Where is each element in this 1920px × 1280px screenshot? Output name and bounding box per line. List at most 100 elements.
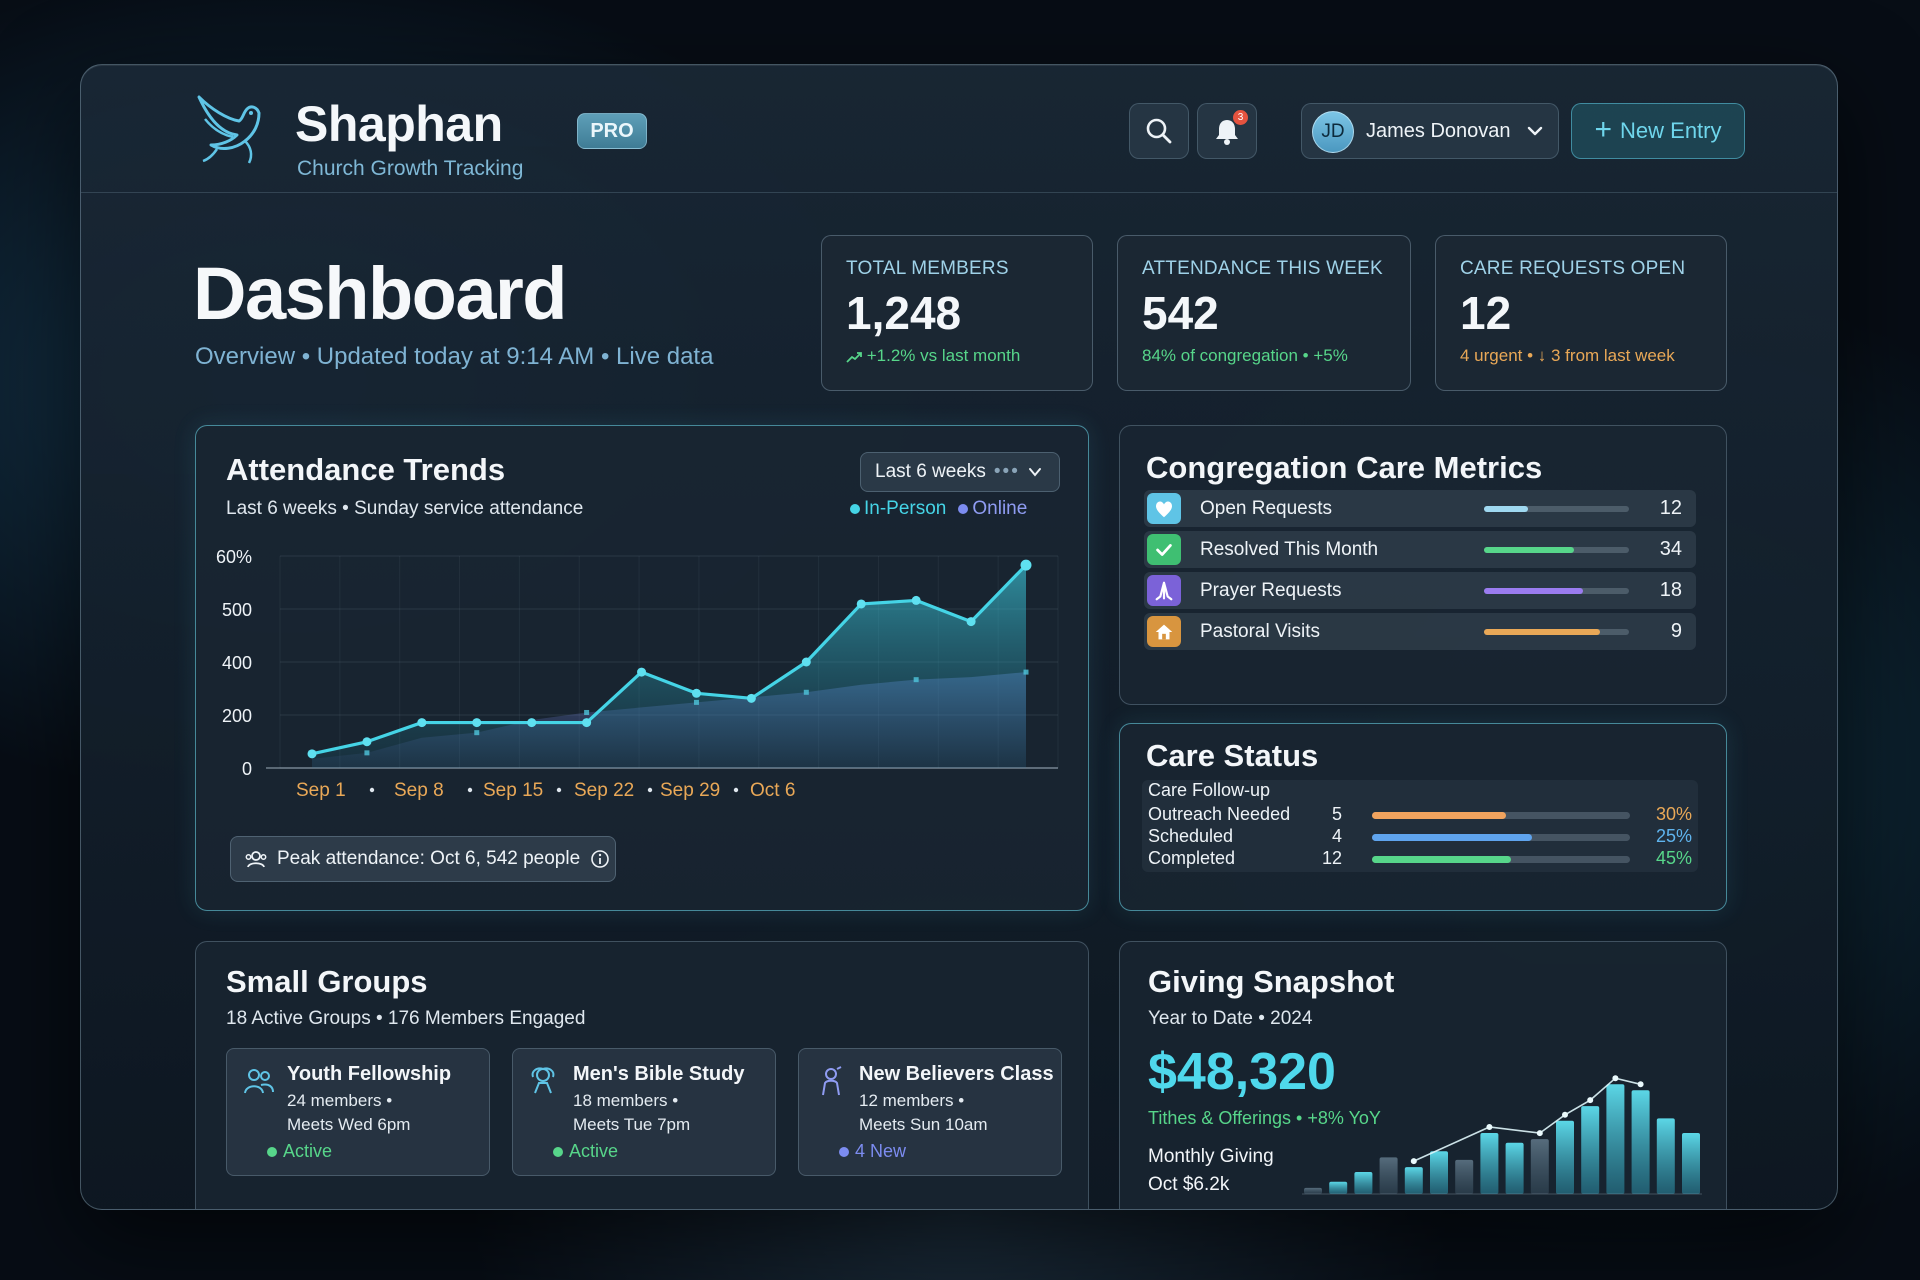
x-tick-label: Sep 1 [296, 780, 346, 801]
data-point [307, 749, 317, 759]
status-percent: 45% [1655, 848, 1692, 868]
stat-value: 1,248 [846, 287, 962, 339]
care-metric-row[interactable]: Resolved This Month 34 [1144, 531, 1696, 568]
group-members: 24 members • [287, 1091, 393, 1110]
x-tick-label: Sep 29 [660, 780, 720, 801]
metric-progress-bar [1484, 506, 1629, 512]
giving-trend-point [1562, 1111, 1568, 1118]
giving-trend-point [1587, 1097, 1594, 1104]
data-point [527, 718, 537, 728]
data-point [966, 617, 976, 627]
y-tick-label: 60% [216, 547, 252, 567]
legend-online[interactable]: Online [958, 498, 1027, 520]
giving-trend-point [1486, 1124, 1493, 1130]
small-group-card[interactable]: Youth Fellowship 24 members • Meets Wed 6p… [226, 1048, 490, 1176]
metric-value: 18 [1659, 579, 1682, 601]
group-members: 12 members • [859, 1091, 965, 1110]
care-metric-row[interactable]: Prayer Requests 18 [1144, 572, 1696, 609]
data-point [474, 730, 480, 736]
people-group-icon [245, 851, 267, 868]
chevron-down-icon [1527, 126, 1543, 136]
y-tick-label: 200 [222, 706, 252, 726]
person-icon [815, 1065, 847, 1097]
dove-logo-icon [197, 95, 261, 164]
card-title: Congregation Care Metrics [1146, 450, 1543, 485]
stat-value: 12 [1460, 287, 1512, 339]
top-bar: Shaphan Church Growth Tracking PRO 3 JD … [81, 65, 1837, 193]
series-line-in-person [311, 563, 1028, 756]
x-tick-label: Oct 6 [750, 780, 795, 801]
date-range-dropdown[interactable]: Last 6 weeks ••• [860, 452, 1060, 492]
metric-progress-bar [1484, 629, 1629, 635]
group-status-text: Active [283, 1141, 333, 1161]
status-progress-bar [1372, 856, 1630, 863]
stat-card-total-members: TOTAL MEMBERS 1,248 +1.2% vs last month [821, 235, 1093, 391]
notifications-button[interactable]: 3 [1197, 103, 1257, 159]
data-point [584, 709, 590, 715]
metric-value: 34 [1659, 538, 1682, 560]
giving-bar [1480, 1133, 1499, 1194]
metric-value: 9 [1670, 620, 1682, 642]
tick-separator [556, 787, 562, 793]
group-members: 18 members • [573, 1091, 679, 1110]
status-label: Scheduled [1148, 826, 1234, 846]
x-tick-label: Sep 15 [483, 780, 543, 801]
praying-hands-icon [1147, 575, 1181, 606]
care-status-table: Care Follow-up Outreach Needed 5 30% Schedu… [1142, 780, 1698, 872]
data-point [803, 689, 809, 695]
status-label: Outreach Needed [1148, 804, 1291, 824]
trend-up-icon [846, 351, 862, 363]
tick-separator [467, 787, 473, 793]
metric-progress-bar [1484, 547, 1629, 553]
legend-in-person[interactable]: In-Person [850, 498, 946, 520]
card-subtitle: Year to Date • 2024 [1148, 1008, 1313, 1029]
info-icon[interactable] [590, 849, 610, 869]
status-progress-bar [1372, 834, 1630, 841]
search-button[interactable] [1129, 103, 1189, 159]
user-menu[interactable]: JD James Donovan [1301, 103, 1559, 159]
giving-bar [1656, 1118, 1675, 1194]
monthly-giving-value: Oct $6.2k [1148, 1174, 1230, 1195]
stat-note: 84% of congregation • +5% [1142, 346, 1348, 365]
giving-bar [1606, 1084, 1625, 1194]
care-metrics-card: Congregation Care Metrics Open Requests 1… [1119, 425, 1727, 705]
stat-note: 4 urgent • ↓ 3 from last week [1460, 346, 1675, 365]
care-metric-row[interactable]: Pastoral Visits 9 [1144, 613, 1696, 650]
chevron-down-icon [1028, 468, 1041, 477]
tick-separator [647, 787, 653, 793]
status-progress-fill [1372, 856, 1512, 863]
x-tick-label: Sep 22 [574, 780, 634, 801]
group-status: Active [267, 1141, 332, 1162]
tick-separator [733, 787, 739, 793]
giving-trend-point [1536, 1130, 1543, 1137]
y-tick-label: 0 [242, 759, 252, 779]
giving-note: Tithes & Offerings • +8% YoY [1148, 1108, 1381, 1128]
user-name: James Donovan [1366, 120, 1511, 142]
app-subtitle: Church Growth Tracking [297, 157, 524, 180]
giving-bar [1556, 1120, 1574, 1194]
giving-snapshot-card: Giving Snapshot Year to Date • 2024 $48,… [1119, 941, 1727, 1209]
care-status-card: Care Status Care Follow-up Outreach Need… [1119, 723, 1727, 911]
group-name: Men's Bible Study [573, 1063, 745, 1085]
stat-note-text: +1.2% vs last month [866, 346, 1021, 365]
small-group-card[interactable]: New Believers Class 12 members • Meets Sun… [798, 1048, 1062, 1176]
app-name: Shaphan [295, 96, 503, 152]
giving-bar [1430, 1151, 1448, 1194]
data-point [417, 718, 427, 728]
status-label: Completed [1148, 848, 1236, 868]
metric-label: Resolved This Month [1200, 539, 1379, 560]
people-group-icon [243, 1065, 275, 1097]
care-metric-row[interactable]: Open Requests 12 [1144, 490, 1696, 527]
metric-progress-fill [1484, 506, 1528, 512]
group-meeting-time: Meets Sun 10am [859, 1115, 988, 1134]
status-count: 4 [1331, 826, 1342, 846]
stat-card-attendance: ATTENDANCE THIS WEEK 542 84% of congrega… [1117, 235, 1411, 391]
giving-bar [1530, 1139, 1549, 1194]
stat-note: +1.2% vs last month [846, 346, 1068, 366]
stat-label: ATTENDANCE THIS WEEK [1142, 258, 1383, 279]
new-entry-button[interactable]: + New Entry [1571, 103, 1745, 159]
small-group-card[interactable]: Men's Bible Study 18 members • Meets Tue 7… [512, 1048, 776, 1176]
group-name: New Believers Class [859, 1063, 1054, 1085]
metric-progress-fill [1484, 547, 1574, 553]
data-point [472, 718, 482, 728]
